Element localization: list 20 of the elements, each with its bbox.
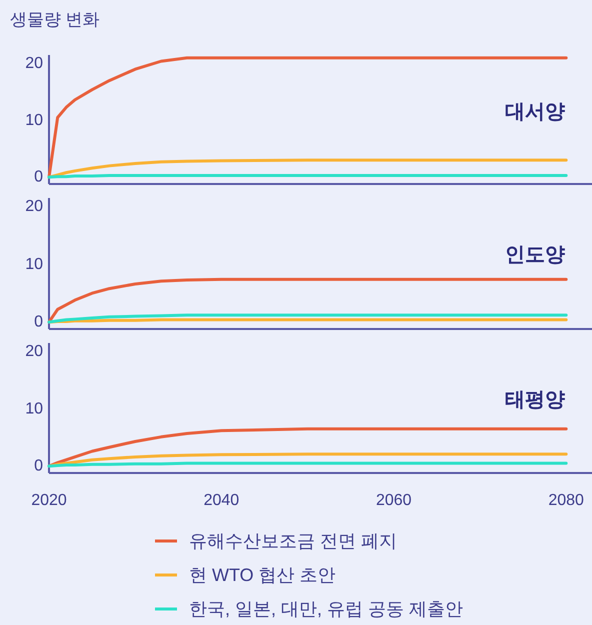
- x-tick-label: 2040: [204, 492, 240, 509]
- y-tick-label: 0: [34, 168, 44, 186]
- y-tick-label: 10: [25, 112, 44, 129]
- y-tick-label: 20: [25, 55, 44, 72]
- y-tick-label: 0: [34, 314, 44, 331]
- legend-label: 유해수산보조금 전면 폐지: [189, 531, 398, 551]
- x-tick-label: 2060: [376, 492, 412, 509]
- text: 대서양: [505, 101, 565, 123]
- text: 인도양: [505, 244, 565, 266]
- y-tick-label: 10: [25, 400, 44, 418]
- y-tick-label: 20: [25, 343, 44, 360]
- x-tick-label: 2020: [31, 492, 67, 509]
- y-tick-label: 20: [25, 198, 44, 216]
- text: 태평양: [505, 389, 565, 411]
- y-tick-label: 10: [25, 256, 44, 273]
- legend-label: 현 WTO 협산 초안: [189, 565, 336, 585]
- y-axis-title: 생물량 변화: [10, 10, 100, 29]
- x-tick-label: 2080: [548, 492, 584, 509]
- y-tick-label: 0: [34, 458, 44, 475]
- legend-label: 한국, 일본, 대만, 유럽 공동 제출안: [189, 599, 464, 619]
